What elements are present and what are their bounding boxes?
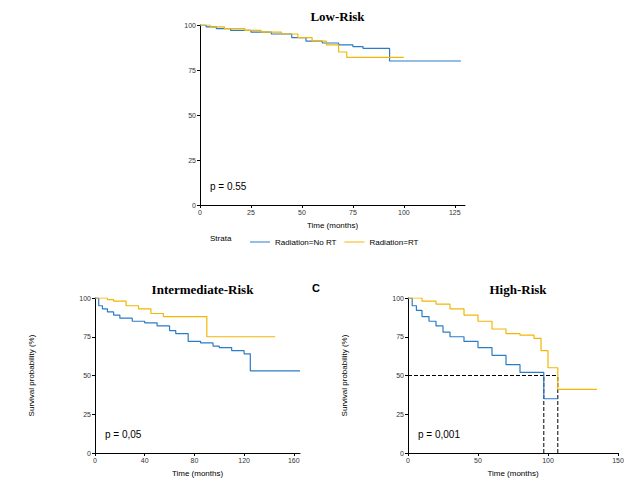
svg-text:100: 100	[184, 22, 196, 29]
svg-text:0: 0	[87, 450, 91, 457]
svg-text:80: 80	[190, 457, 198, 464]
svg-text:50: 50	[396, 372, 404, 379]
svg-text:0: 0	[93, 457, 97, 464]
svg-text:50: 50	[474, 457, 482, 464]
svg-text:0: 0	[192, 202, 196, 209]
svg-text:p = 0.55: p = 0.55	[210, 181, 247, 192]
svg-text:Time (months): Time (months)	[172, 469, 224, 478]
svg-text:150: 150	[612, 457, 624, 464]
svg-text:125: 125	[449, 209, 461, 216]
svg-text:p = 0,05: p = 0,05	[105, 429, 142, 440]
svg-text:Intermediate-Risk: Intermediate-Risk	[152, 282, 255, 297]
svg-text:100: 100	[392, 295, 404, 302]
svg-text:Radiation=RT: Radiation=RT	[369, 238, 418, 247]
svg-text:Strata: Strata	[210, 234, 232, 243]
svg-text:Low-Risk: Low-Risk	[310, 9, 365, 24]
svg-text:50: 50	[83, 372, 91, 379]
svg-text:75: 75	[83, 333, 91, 340]
svg-text:Survival probability (%): Survival probability (%)	[27, 334, 36, 416]
svg-text:100: 100	[79, 295, 91, 302]
svg-text:Survival probability (%): Survival probability (%)	[340, 334, 349, 416]
svg-text:High-Risk: High-Risk	[489, 282, 547, 297]
svg-text:Radiation=No RT: Radiation=No RT	[275, 238, 337, 247]
svg-text:120: 120	[238, 457, 250, 464]
svg-text:Time (months): Time (months)	[307, 221, 359, 230]
svg-text:0: 0	[400, 450, 404, 457]
svg-text:75: 75	[396, 333, 404, 340]
svg-text:0: 0	[406, 457, 410, 464]
svg-text:25: 25	[247, 209, 255, 216]
svg-text:100: 100	[542, 457, 554, 464]
svg-text:p = 0,001: p = 0,001	[418, 429, 460, 440]
svg-text:25: 25	[83, 411, 91, 418]
svg-text:Time (months): Time (months)	[487, 469, 539, 478]
svg-text:40: 40	[141, 457, 149, 464]
svg-text:100: 100	[398, 209, 410, 216]
svg-text:50: 50	[298, 209, 306, 216]
svg-text:75: 75	[349, 209, 357, 216]
svg-text:C: C	[312, 282, 320, 294]
svg-text:75: 75	[188, 67, 196, 74]
svg-text:25: 25	[396, 411, 404, 418]
svg-text:50: 50	[188, 112, 196, 119]
svg-text:0: 0	[198, 209, 202, 216]
svg-text:25: 25	[188, 157, 196, 164]
svg-text:160: 160	[288, 457, 300, 464]
